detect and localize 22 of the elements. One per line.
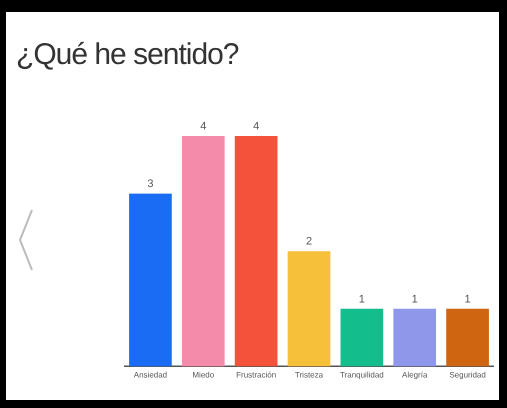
data-label: 1: [464, 293, 471, 306]
x-tick-label: Alegría: [402, 370, 428, 380]
data-label: 2: [306, 236, 312, 248]
x-tick-label: Miedo: [192, 370, 215, 380]
data-label: 4: [200, 120, 206, 133]
bar: [340, 308, 384, 366]
data-label: 4: [253, 120, 260, 133]
chart-title: ¿Qué he sentido?: [16, 38, 238, 72]
bar: [234, 136, 278, 366]
data-label: 1: [358, 293, 365, 306]
data-label: 3: [147, 178, 154, 190]
x-tick-label: Tristeza: [294, 370, 324, 380]
bar: [129, 194, 172, 366]
x-tick-label: Tranquilidad: [340, 370, 384, 380]
bar: [446, 308, 489, 366]
bar: [288, 251, 330, 366]
data-label: 1: [412, 293, 418, 306]
bar: [393, 308, 436, 366]
bar: [182, 136, 225, 366]
x-tick-label: Ansiedad: [134, 370, 168, 380]
x-tick-label: Frustración: [236, 370, 276, 380]
x-tick-label: Seguridad: [449, 370, 486, 380]
